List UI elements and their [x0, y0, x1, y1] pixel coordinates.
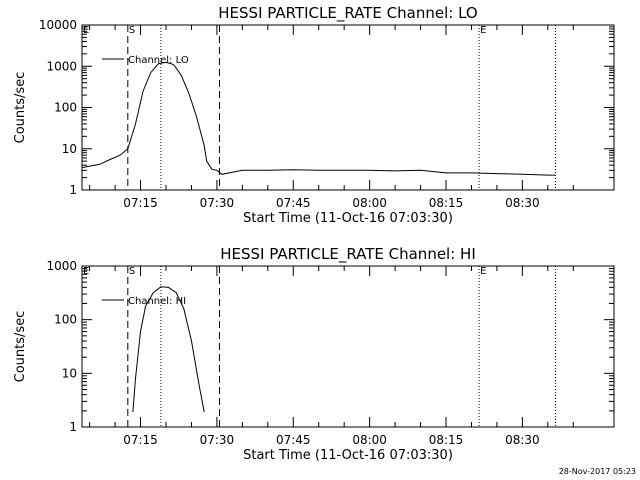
x-tick-label: 08:15: [429, 196, 464, 210]
x-tick-label: 07:45: [276, 196, 311, 210]
chart-title: HESSI PARTICLE_RATE Channel: LO: [218, 4, 477, 23]
event-marker-label: E: [480, 25, 486, 36]
x-tick-label: 08:30: [505, 433, 540, 447]
y-tick-label: 100: [54, 313, 77, 327]
event-marker-label: S: [129, 25, 135, 36]
y-tick-label: 10: [62, 142, 77, 156]
x-tick-label: 07:30: [200, 196, 235, 210]
legend-label: Channel: LO: [128, 55, 189, 66]
x-axis-label: Start Time (11-Oct-16 07:03:30): [243, 211, 453, 226]
y-tick-label: 10: [62, 366, 77, 380]
x-tick-label: 08:15: [429, 433, 464, 447]
chart-panel-lo: HESSI PARTICLE_RATE Channel: LO Start Tim…: [13, 4, 615, 226]
x-tick-label: 08:00: [352, 433, 387, 447]
y-axis-label: Counts/sec: [13, 72, 28, 144]
x-tick-label: 07:15: [123, 433, 158, 447]
y-tick-label: 1000: [46, 259, 77, 273]
event-marker-label: E: [83, 25, 89, 36]
legend-label: Channel: HI: [128, 296, 186, 307]
series-line-channel-hi: [132, 286, 205, 413]
x-tick-label: 07:45: [276, 433, 311, 447]
x-tick-label: 07:30: [200, 433, 235, 447]
series-line-channel-lo: [81, 61, 556, 176]
y-tick-label: 100: [54, 101, 77, 115]
event-marker-label: E: [83, 266, 89, 277]
x-tick-label: 08:00: [352, 196, 387, 210]
event-marker-label: S: [129, 266, 135, 277]
x-tick-label: 08:30: [505, 196, 540, 210]
y-tick-label: 1000: [46, 59, 77, 73]
y-axis-label: Counts/sec: [13, 311, 28, 383]
plot-timestamp: 28-Nov-2017 05:23: [559, 467, 636, 476]
chart-panel-hi: HESSI PARTICLE_RATE Channel: HI Start Tim…: [13, 245, 615, 463]
y-tick-label: 10000: [39, 18, 77, 32]
y-tick-label: 1: [69, 420, 77, 434]
y-tick-label: 1: [69, 183, 77, 197]
chart-title: HESSI PARTICLE_RATE Channel: HI: [220, 245, 476, 264]
plot-frame: [81, 24, 615, 191]
x-axis-label: Start Time (11-Oct-16 07:03:30): [243, 448, 453, 463]
event-marker-label: E: [480, 266, 486, 277]
plot-frame: [81, 265, 615, 428]
x-tick-label: 07:15: [123, 196, 158, 210]
